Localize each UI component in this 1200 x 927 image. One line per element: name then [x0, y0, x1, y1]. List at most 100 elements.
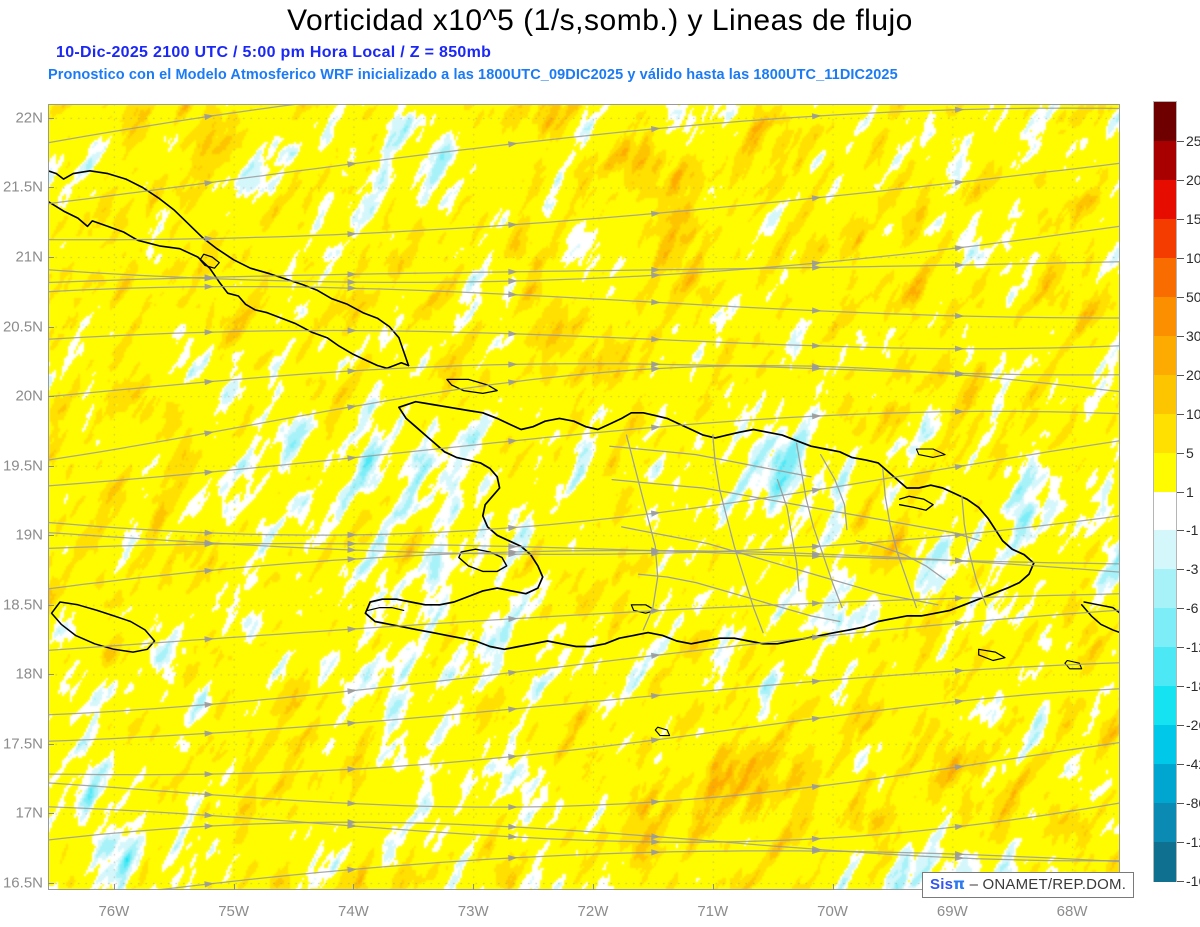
colorbar-tick-label: 50: [1186, 288, 1200, 305]
province-border: [776, 478, 800, 592]
colorbar-tick-label: 30: [1186, 327, 1200, 344]
streamline-arrow: [204, 567, 214, 575]
streamline-arrow: [811, 543, 822, 550]
colorbar-tick-mark: [1177, 803, 1184, 805]
lat-tick-label: 17N: [15, 804, 43, 822]
streamline-arrow: [651, 607, 661, 614]
coastline-cuba-bay: [199, 253, 220, 269]
streamline-arrow: [651, 336, 661, 343]
page-title: Vorticidad x10^5 (1/s,somb.) y Lineas de…: [287, 4, 913, 37]
streamline-arrow: [508, 438, 518, 445]
streamline-arrow: [508, 268, 518, 275]
streamline-arrow: [954, 764, 965, 771]
streamline-arrow: [347, 546, 357, 553]
colorbar-tick-label: 20: [1186, 366, 1200, 383]
colorbar-swatch: [1154, 608, 1176, 648]
streamline: [48, 410, 1120, 487]
lon-tick-label: 68W: [1056, 903, 1088, 920]
colorbar-tick-mark: [1177, 491, 1184, 493]
lon-tick-label: 70W: [817, 903, 848, 920]
province-border: [961, 495, 987, 606]
streamline-arrow: [955, 312, 965, 319]
lat-tick-label: 18N: [15, 665, 43, 683]
coastline-gonave-island: [458, 548, 508, 573]
lat-tick-label: 19N: [15, 526, 43, 544]
colorbar-tick-mark: [1177, 335, 1184, 337]
streamline-arrow: [651, 361, 661, 368]
streamline-arrow: [347, 688, 357, 695]
streamline-arrow: [347, 404, 357, 411]
coastline-samana-bay: [898, 495, 934, 511]
lat-tick-mark: [48, 604, 54, 606]
province-border: [819, 453, 848, 531]
streamline-arrow: [508, 330, 518, 337]
streamline-arrow: [204, 113, 214, 121]
lon-tick-label: 76W: [98, 903, 130, 920]
colorbar-tick-label: -12: [1186, 639, 1200, 656]
subtitle-model-info: Pronostico con el Modelo Atmosferico WRF…: [48, 67, 898, 83]
streamline-arrow: [651, 365, 661, 373]
lat-tick-label: 20.5N: [2, 318, 43, 336]
coastline-tortuga: [446, 378, 498, 395]
streamline-arrow: [347, 822, 357, 829]
streamline-arrow: [955, 557, 965, 564]
streamline-arrow: [811, 634, 822, 641]
attribution-separator: –: [969, 876, 979, 893]
colorbar-tick-label: 10: [1186, 405, 1200, 422]
streamline-arrow: [955, 408, 965, 415]
lon-tick-label: 75W: [218, 903, 250, 920]
map-plot-area: [48, 104, 1120, 890]
brand-label: Sis: [930, 876, 954, 893]
streamline-arrow: [651, 550, 661, 557]
colorbar-swatch: [1154, 491, 1176, 532]
lat-tick-mark: [48, 743, 54, 745]
coastline-cayo: [915, 448, 946, 458]
colorbar-swatch: [1154, 725, 1176, 765]
brand-symbol-icon: π: [953, 875, 966, 893]
streamline-arrow: [812, 365, 822, 372]
colorbar-swatch: [1154, 530, 1176, 570]
streamline: [48, 329, 1120, 350]
streamline-arrow: [347, 800, 357, 807]
streamline-arrow: [955, 106, 965, 113]
streamline: [48, 162, 1120, 241]
colorbar-tick-label: 250: [1186, 132, 1200, 149]
streamline-arrow: [347, 231, 357, 238]
streamline-arrow: [347, 284, 357, 292]
colorbar-swatch: [1154, 764, 1176, 804]
lat-tick-mark: [48, 187, 54, 189]
streamline-arrow: [651, 272, 661, 279]
streamline-arrow: [508, 833, 518, 840]
colorbar-tick-label: 1: [1186, 483, 1194, 500]
colorbar-tick-mark: [1177, 647, 1184, 649]
colorbar-tick-mark: [1177, 725, 1184, 727]
streamline: [48, 440, 1120, 536]
streamline-arrow: [347, 720, 357, 727]
streamline-arrow: [347, 161, 357, 168]
lat-tick-label: 22N: [15, 109, 43, 127]
colorbar-swatch: [1154, 179, 1176, 220]
lon-tick-label: 71W: [697, 903, 729, 920]
colorbar-swatch: [1154, 803, 1176, 843]
streamline-arrow: [955, 370, 965, 377]
attribution-badge: Sisπ – ONAMET/REP.DOM.: [922, 872, 1135, 898]
streamline-arrow: [954, 245, 965, 252]
streamline-arrow: [204, 823, 214, 830]
lon-tick-label: 72W: [577, 903, 609, 920]
coastline-cuba-south: [48, 200, 410, 370]
streamline-arrow: [812, 307, 822, 314]
colorbar-tick-label: -1: [1186, 522, 1199, 539]
streamline-arrow: [508, 669, 518, 677]
streamline-arrow: [651, 833, 661, 840]
streamline: [48, 363, 1120, 398]
streamline: [48, 741, 1120, 808]
streamline-arrow: [955, 262, 965, 269]
lat-tick-mark: [48, 396, 54, 398]
streamline: [48, 609, 1120, 716]
streamline-arrow: [204, 791, 214, 798]
colorbar-tick-mark: [1177, 764, 1184, 766]
streamline-arrow: [508, 706, 518, 713]
streamline-arrow: [651, 838, 661, 845]
streamline-arrow: [204, 283, 214, 290]
colorbar-tick-mark: [1177, 296, 1184, 298]
